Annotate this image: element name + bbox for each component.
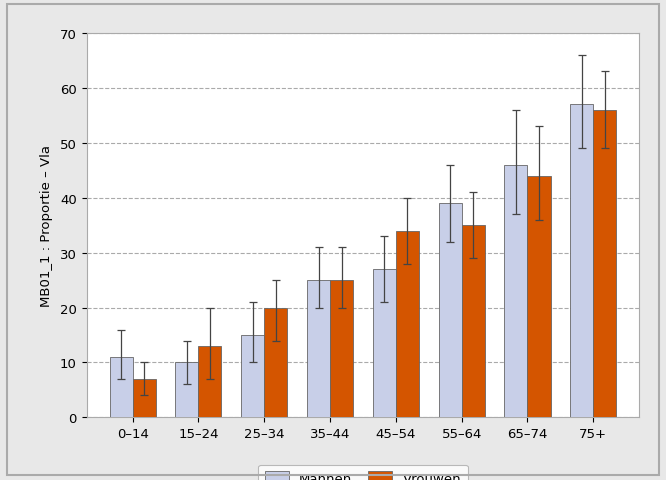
Legend: Mannen, Vrouwen: Mannen, Vrouwen: [258, 465, 468, 480]
Bar: [175, 363, 198, 418]
Bar: [241, 336, 264, 418]
Bar: [504, 165, 527, 418]
Bar: [439, 204, 462, 418]
Bar: [307, 280, 330, 418]
Bar: [527, 176, 551, 418]
Bar: [462, 226, 485, 418]
Bar: [373, 269, 396, 418]
Bar: [198, 346, 222, 418]
Bar: [264, 308, 287, 418]
Bar: [593, 110, 616, 418]
Bar: [133, 379, 156, 418]
Bar: [110, 357, 133, 418]
Y-axis label: MB01_1 : Proportie – Vla: MB01_1 : Proportie – Vla: [40, 145, 53, 306]
Bar: [570, 105, 593, 418]
Bar: [330, 280, 353, 418]
Bar: [396, 231, 419, 418]
